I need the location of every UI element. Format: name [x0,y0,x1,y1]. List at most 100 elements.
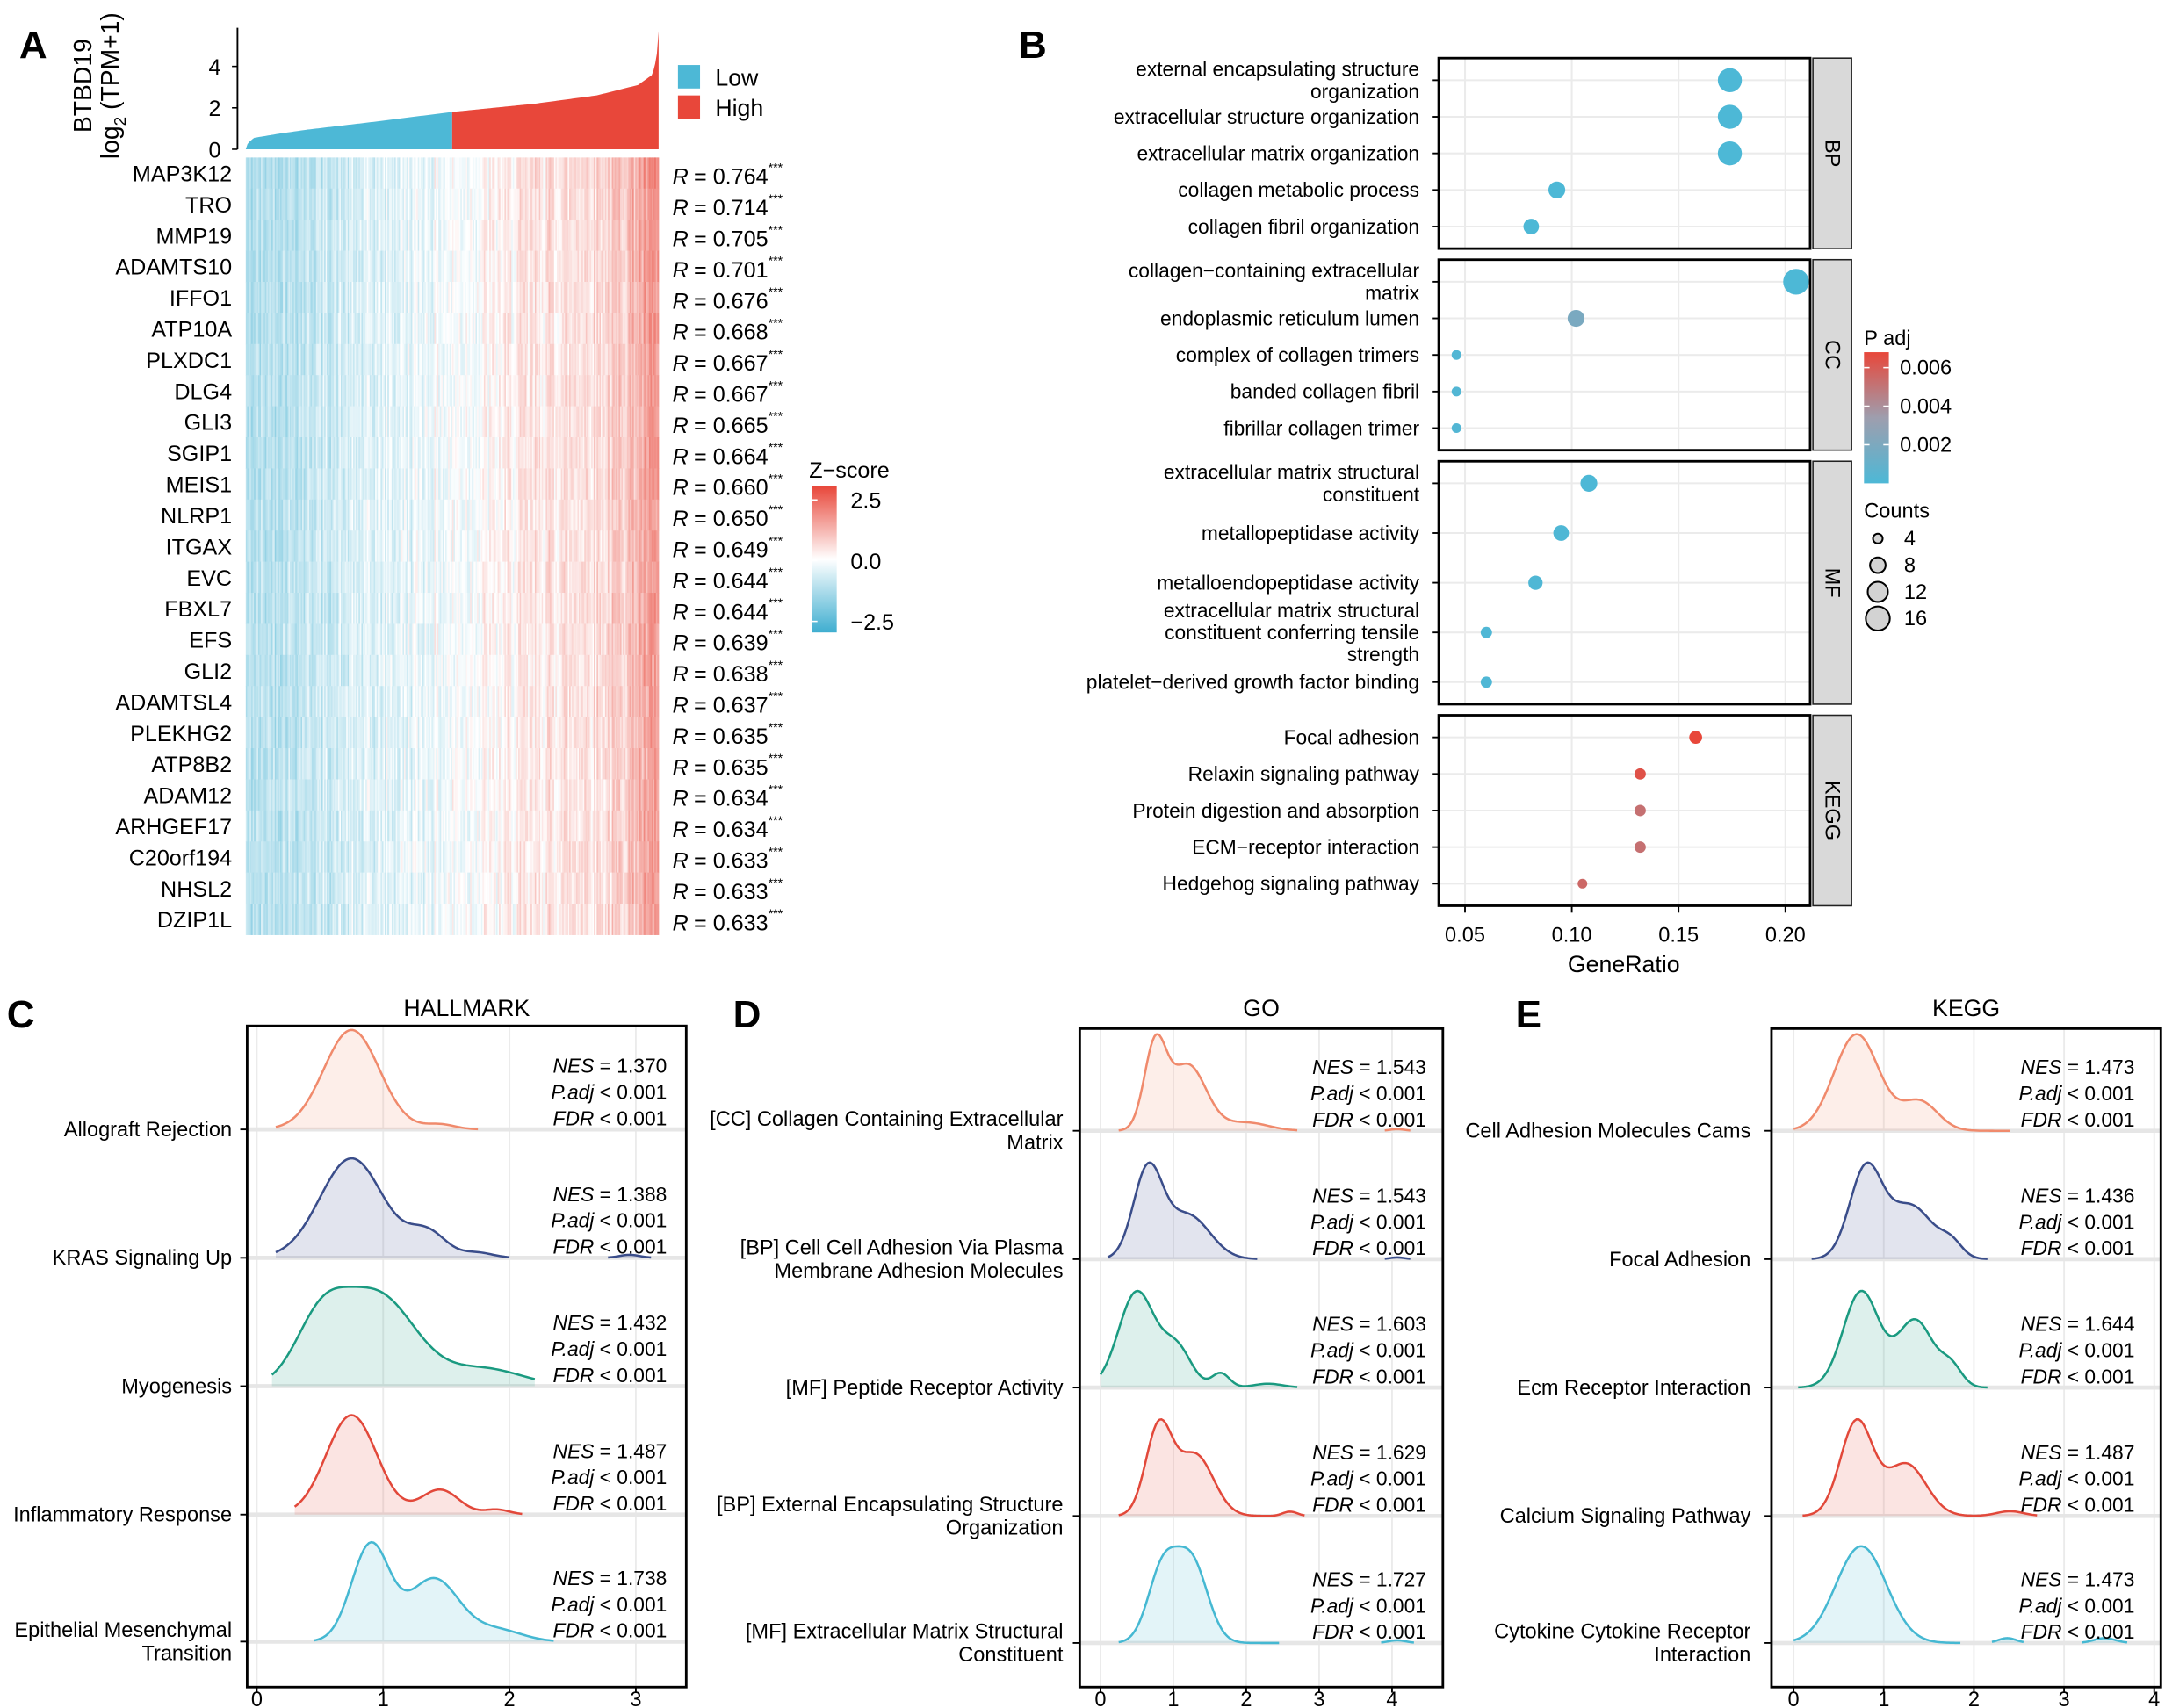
heatmap-cell [441,157,444,190]
heatmap-cell [429,406,431,438]
heatmap-cell [478,437,480,469]
heatmap-cell [416,623,419,656]
heatmap-cell [263,220,266,252]
heatmap-cell [314,623,317,656]
heatmap-cell [464,220,466,252]
heatmap-cell [502,157,504,190]
heatmap-cell [454,188,458,220]
heatmap-cell [453,343,456,376]
heatmap-cell [261,654,263,687]
heatmap-cell [256,468,259,501]
heatmap-cell [284,499,286,531]
heatmap-cell [274,561,277,594]
heatmap-cell [548,437,551,469]
heatmap-cell [314,468,317,501]
heatmap-cell [353,250,356,283]
heatmap-cell [604,437,607,469]
heatmap-cell [349,250,351,283]
heatmap-cell [633,623,636,656]
heatmap-cell [379,623,381,656]
heatmap-cell [461,250,464,283]
heatmap-cell [314,157,317,190]
heatmap-cell [477,654,480,687]
heatmap-cell [477,593,480,624]
heatmap-cell [458,593,461,624]
heatmap-cell [483,282,486,313]
heatmap-cell [303,313,306,345]
heatmap-cell [463,561,465,594]
heatmap-cell [603,623,606,656]
heatmap-cell [541,220,544,252]
heatmap-cell [409,623,412,656]
heatmap-cell [415,375,417,407]
heatmap-cell [502,468,505,501]
y-axis-title-log: log [96,126,124,159]
heatmap-cell [431,623,434,656]
heatmap-cell [562,623,565,656]
heatmap-cell [463,188,465,220]
heatmap-cell [419,561,422,594]
heatmap-cell [328,282,330,313]
heatmap-cell [626,313,629,345]
heatmap-cell [601,157,603,190]
heatmap-cell [257,282,260,313]
heatmap-cell [473,623,476,656]
heatmap-cell [325,282,328,313]
heatmap-cell [281,406,284,438]
heatmap-cell [441,406,444,438]
heatmap-cell [617,437,619,469]
heatmap-cell [291,437,293,469]
heatmap-cell [330,468,334,501]
heatmap-cell [604,593,607,624]
heatmap-cell [314,375,317,407]
heatmap-cell [534,593,537,624]
heatmap-cell [327,375,329,407]
heatmap-cell [342,406,344,438]
heatmap-cell [303,343,306,376]
heatmap-cell [640,313,643,345]
heatmap-cell [560,282,563,313]
heatmap-cell [359,561,362,594]
heatmap-cell [509,593,511,624]
heatmap-cell [397,313,400,345]
heatmap-cell [480,220,482,252]
heatmap-cell [588,623,591,656]
heatmap-cell [640,593,643,624]
heatmap-cell [394,561,397,594]
heatmap-cell [494,623,497,656]
heatmap-cell [251,561,254,594]
heatmap-cell [556,282,559,313]
heatmap-cell [307,561,310,594]
heatmap-cell [424,561,427,594]
heatmap-cell [329,343,332,376]
heatmap-cell [617,157,619,190]
heatmap-cell [582,375,585,407]
heatmap-cell [451,157,453,190]
heatmap-cell [363,343,365,376]
heatmap-cell [356,593,358,624]
heatmap-cell [519,468,522,501]
heatmap-cell [581,157,584,190]
heatmap-cell [624,437,626,469]
heatmap-cell [514,313,516,345]
heatmap-cell [451,530,453,563]
heatmap-cell [640,282,643,313]
heatmap-cell [254,406,256,438]
heatmap-cell [596,282,599,313]
heatmap-cell [393,282,395,313]
heatmap-cell [295,623,298,656]
heatmap-cell [330,499,334,531]
heatmap-cell [310,499,313,531]
heatmap-cell [417,530,420,563]
heatmap-cell [537,157,540,190]
heatmap-cell [432,375,435,407]
heatmap-cell [343,313,346,345]
heatmap-cell [573,188,575,220]
heatmap-cell [422,282,425,313]
heatmap-cell [368,375,371,407]
heatmap-cell [295,220,298,252]
heatmap-cell [438,157,441,190]
heatmap-cell [511,313,514,345]
heatmap-cell [580,250,582,283]
heatmap-cell [534,375,537,407]
